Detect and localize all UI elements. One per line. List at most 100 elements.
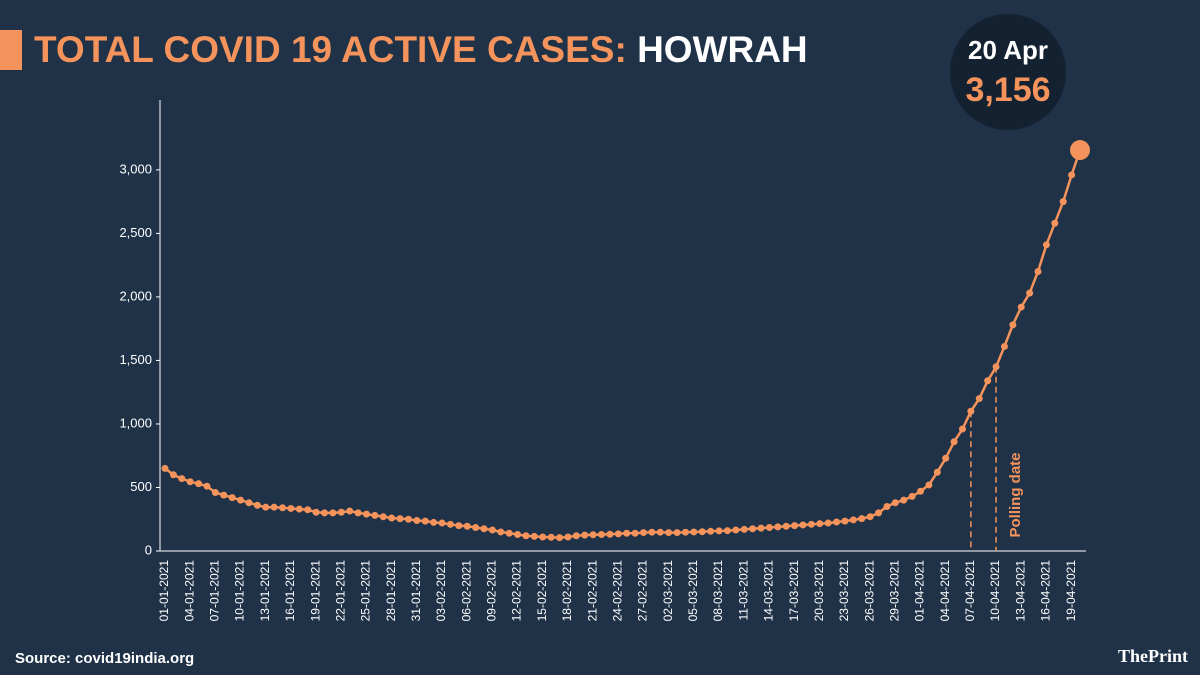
point	[169, 471, 177, 479]
point	[900, 496, 908, 504]
x-tick-label: 09-02-2021	[485, 560, 499, 622]
brand: ThePrint	[1118, 646, 1188, 666]
point	[320, 509, 328, 517]
point	[1051, 219, 1059, 227]
point	[917, 487, 925, 495]
point	[354, 509, 362, 517]
point	[841, 517, 849, 525]
point	[287, 504, 295, 512]
point	[522, 532, 530, 540]
point	[312, 508, 320, 516]
point	[237, 496, 245, 504]
x-tick-label: 18-02-2021	[560, 560, 574, 622]
point	[404, 515, 412, 523]
x-tick-label: 10-04-2021	[988, 560, 1002, 622]
point	[1059, 198, 1067, 206]
point	[245, 499, 253, 507]
x-tick-label: 11-03-2021	[736, 560, 750, 621]
title-prefix: TOTAL COVID 19 ACTIVE CASES:	[34, 29, 627, 70]
point	[589, 531, 597, 539]
point	[824, 519, 832, 527]
annotation: Polling date	[1007, 452, 1024, 537]
point	[942, 454, 950, 462]
point	[547, 533, 555, 541]
point	[505, 529, 513, 537]
point	[371, 511, 379, 519]
point	[581, 531, 589, 539]
end-point	[1070, 140, 1090, 161]
point	[388, 514, 396, 522]
point	[480, 525, 488, 533]
x-tick-label: 13-01-2021	[258, 560, 272, 622]
point	[933, 468, 941, 476]
x-tick-label: 17-03-2021	[787, 560, 801, 622]
x-tick-label: 25-01-2021	[359, 560, 373, 622]
point	[623, 529, 631, 537]
point	[690, 528, 698, 536]
point	[438, 519, 446, 527]
point	[866, 513, 874, 521]
x-tick-label: 08-03-2021	[711, 560, 725, 622]
x-tick-label: 12-02-2021	[510, 560, 524, 622]
point	[799, 521, 807, 529]
point	[497, 528, 505, 536]
x-tick-label: 07-01-2021	[208, 560, 222, 622]
x-tick-label: 20-03-2021	[812, 560, 826, 622]
point	[195, 480, 203, 488]
point	[329, 509, 337, 517]
callout-bubble	[950, 14, 1066, 130]
point	[749, 525, 757, 533]
x-tick-label: 04-01-2021	[182, 560, 196, 622]
point	[430, 518, 438, 526]
point	[446, 520, 454, 528]
point	[631, 529, 639, 537]
point	[253, 501, 261, 509]
x-tick-label: 27-02-2021	[636, 560, 650, 622]
point	[1017, 303, 1025, 311]
point	[413, 517, 421, 525]
point	[337, 508, 345, 516]
point	[816, 520, 824, 528]
x-tick-label: 21-02-2021	[585, 560, 599, 622]
point	[455, 522, 463, 530]
point	[950, 438, 958, 446]
callout-date: 20 Apr	[968, 35, 1048, 65]
point	[279, 504, 287, 512]
point	[421, 517, 429, 525]
x-tick-label: 29-03-2021	[887, 560, 901, 622]
point	[740, 525, 748, 533]
point	[598, 530, 606, 538]
x-tick-label: 01-01-2021	[157, 560, 171, 622]
x-tick-label: 23-03-2021	[837, 560, 851, 622]
point	[791, 522, 799, 530]
x-tick-label: 14-03-2021	[762, 560, 776, 622]
title-place: HOWRAH	[637, 29, 808, 70]
point	[1000, 342, 1008, 350]
x-tick-label: 05-03-2021	[686, 560, 700, 622]
point	[295, 505, 303, 513]
point	[656, 528, 664, 536]
x-tick-label: 01-04-2021	[913, 560, 927, 622]
y-tick-label: 2,000	[119, 288, 152, 303]
point	[228, 494, 236, 502]
point	[488, 526, 496, 534]
point	[883, 503, 891, 511]
title-accent	[0, 30, 22, 70]
y-tick-label: 3,000	[119, 161, 152, 176]
point	[984, 377, 992, 385]
point	[220, 491, 228, 499]
point	[992, 363, 1000, 371]
chart-title: TOTAL COVID 19 ACTIVE CASES: HOWRAH	[34, 29, 808, 70]
point	[782, 522, 790, 530]
point	[304, 506, 312, 514]
y-tick-label: 500	[130, 479, 152, 494]
x-tick-label: 07-04-2021	[963, 560, 977, 622]
x-tick-label: 04-04-2021	[938, 560, 952, 622]
callout-value: 3,156	[965, 71, 1050, 109]
point	[1042, 241, 1050, 249]
point	[472, 523, 480, 531]
point	[463, 522, 471, 530]
x-tick-label: 16-04-2021	[1039, 560, 1053, 622]
point	[1009, 321, 1017, 329]
